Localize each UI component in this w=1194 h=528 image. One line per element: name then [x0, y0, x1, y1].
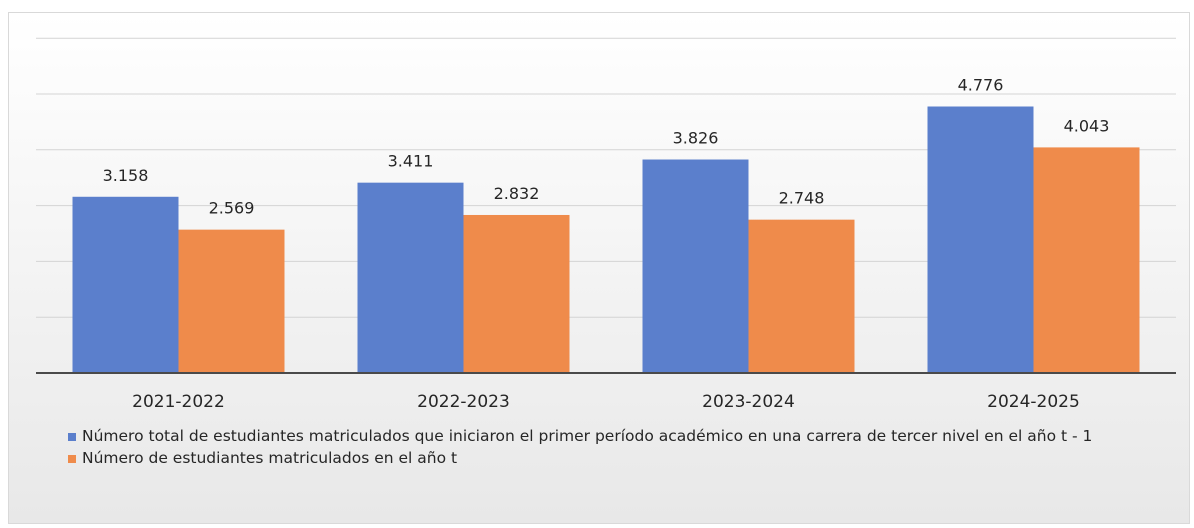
legend-label-series-2: Número de estudiantes matriculados en el…: [82, 449, 458, 467]
bar-series-1-2023-2024: [642, 159, 749, 373]
legend-item-series-2: Número de estudiantes matriculados en el…: [68, 447, 1178, 469]
data-label: 3.158: [103, 166, 149, 185]
data-label: 3.826: [673, 129, 719, 148]
bar-series-1-2022-2023: [357, 182, 464, 373]
bar-series-1-2021-2022: [72, 196, 179, 373]
x-tick-label: 2024-2025: [987, 392, 1080, 412]
bar-series-2-2023-2024: [748, 219, 855, 373]
legend-swatch-blue: [68, 433, 76, 441]
x-tick-label: 2022-2023: [417, 392, 510, 412]
data-label: 4.776: [958, 75, 1004, 94]
data-label: 4.043: [1064, 116, 1110, 135]
legend-item-series-1: Número total de estudiantes matriculados…: [68, 425, 1178, 447]
legend: Número total de estudiantes matriculados…: [68, 425, 1178, 469]
bars: [72, 106, 1140, 373]
data-label: 2.569: [209, 199, 255, 218]
data-label: 3.411: [388, 152, 434, 171]
legend-swatch-orange: [68, 455, 76, 463]
bar-series-2-2021-2022: [178, 229, 285, 373]
bar-labels: 3.158 2.569 3.411 2.832 3.826 2.748 4.776 4.043: [103, 75, 1110, 217]
legend-label-series-1: Número total de estudiantes matriculados…: [82, 427, 1093, 445]
bar-series-1-2024-2025: [927, 106, 1034, 373]
x-tick-label: 2021-2022: [132, 392, 225, 412]
x-axis-tick-labels: 2021-2022 2022-2023 2023-2024 2024-2025: [132, 392, 1080, 412]
bar-series-2-2024-2025: [1033, 147, 1140, 373]
data-label: 2.748: [779, 189, 825, 208]
x-tick-label: 2023-2024: [702, 392, 795, 412]
data-label: 2.832: [494, 184, 540, 203]
bar-series-2-2022-2023: [463, 214, 570, 373]
